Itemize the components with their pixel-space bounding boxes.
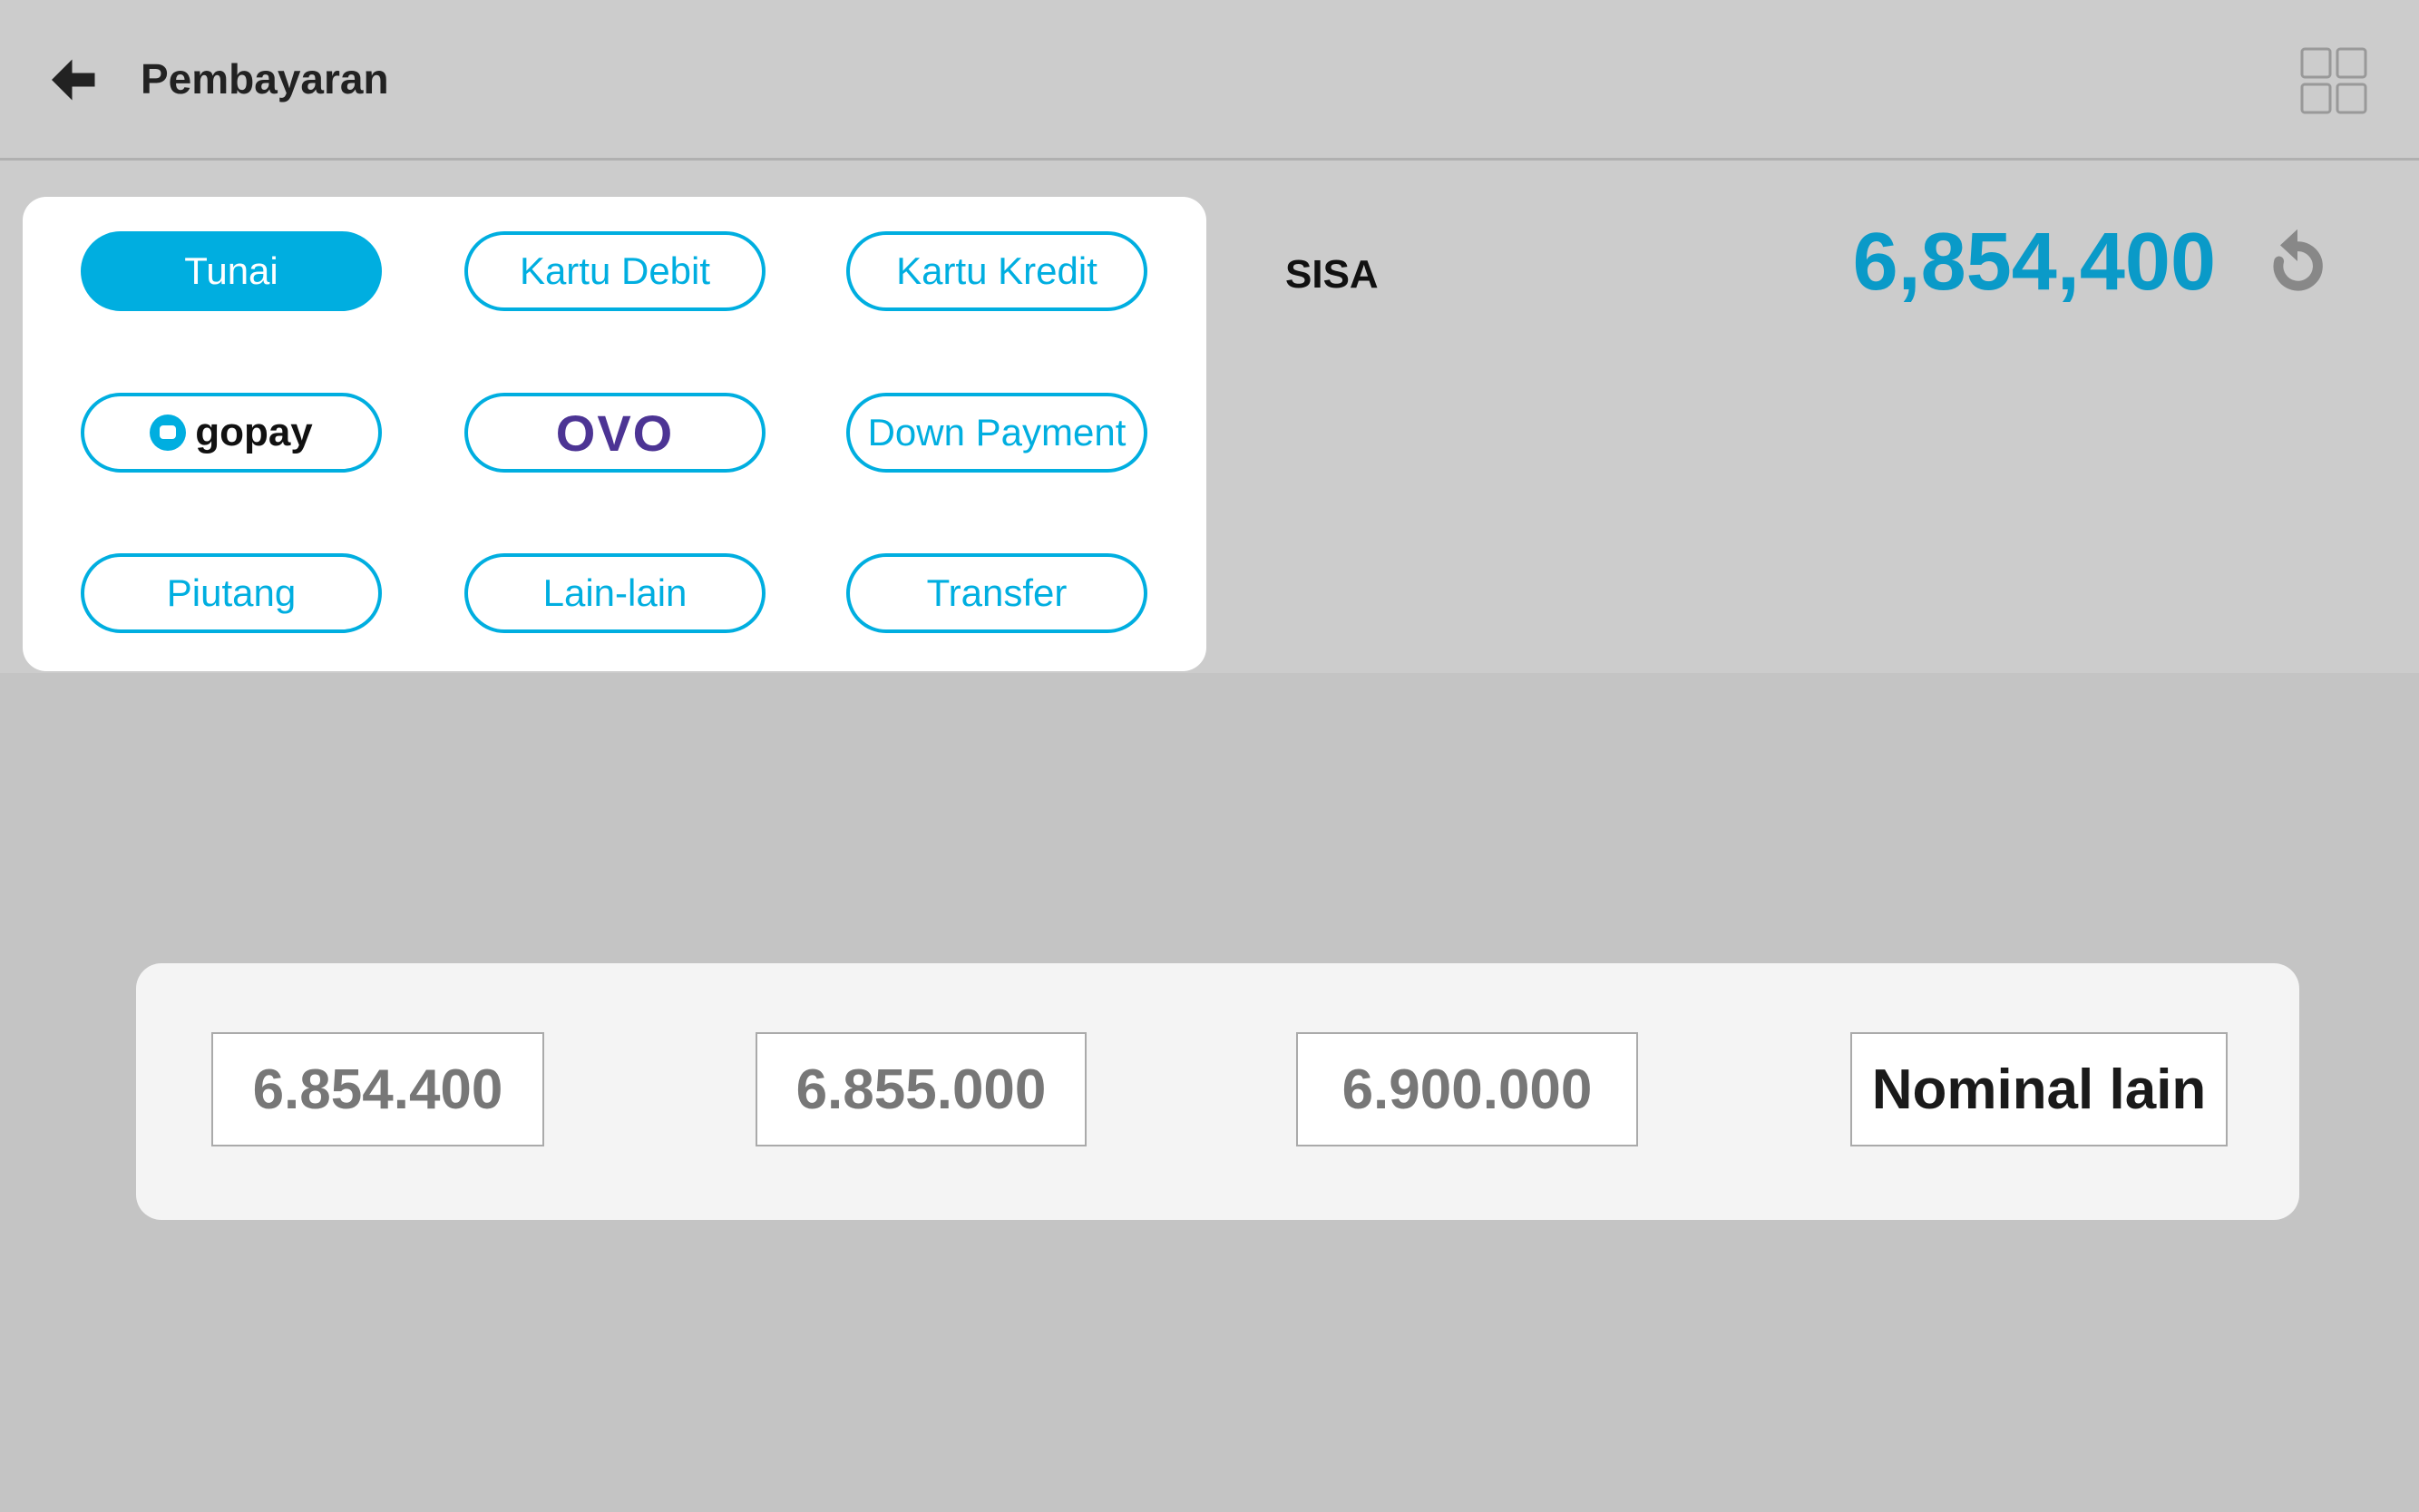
button-label: Kartu Kredit [896,249,1097,292]
grid-icon[interactable] [2300,47,2367,114]
payment-piutang-button[interactable]: Piutang [81,553,382,633]
nominal-option-button[interactable]: 6.855.000 [756,1032,1087,1146]
payment-transfer-button[interactable]: Transfer [846,553,1147,633]
nominal-other-button[interactable]: Nominal lain [1850,1032,2228,1146]
top-area: Pembayaran Tunai Kartu Debit Kartu Kredi… [0,0,2419,673]
payment-tunai-button[interactable]: Tunai [81,231,382,311]
gopay-logo: gopay [150,410,313,455]
button-label: Lain-lain [542,571,688,614]
header: Pembayaran [0,0,2419,161]
payment-down-payment-button[interactable]: Down Payment [846,393,1147,473]
button-label: gopay [195,410,313,454]
payment-kartu-debit-button[interactable]: Kartu Debit [464,231,766,311]
payment-kartu-kredit-button[interactable]: Kartu Kredit [846,231,1147,311]
wallet-icon [150,415,187,451]
remaining-amount: 6,854,400 [1852,217,2216,307]
payment-gopay-button[interactable]: gopay [81,393,382,473]
button-label: Down Payment [867,411,1127,454]
ovo-logo: OVO [555,404,675,462]
button-label: Tunai [184,249,278,292]
button-label: Transfer [926,571,1068,614]
nominal-option-button[interactable]: 6.854.400 [211,1032,544,1146]
nominal-option-button[interactable]: 6.900.000 [1296,1032,1638,1146]
arrow-left-icon[interactable] [47,53,102,107]
payment-lain-lain-button[interactable]: Lain-lain [464,553,766,633]
payment-method-panel: Tunai Kartu Debit Kartu Kredit gopay OVO… [23,197,1206,671]
remaining-label: SISA [1285,252,1379,297]
payment-ovo-button[interactable]: OVO [464,393,766,473]
button-label: Kartu Debit [519,249,711,292]
refresh-icon[interactable] [2268,227,2327,296]
page-title: Pembayaran [141,55,389,102]
button-label: Piutang [166,571,297,614]
nominal-options-card: 6.854.400 6.855.000 6.900.000 Nominal la… [136,963,2299,1220]
